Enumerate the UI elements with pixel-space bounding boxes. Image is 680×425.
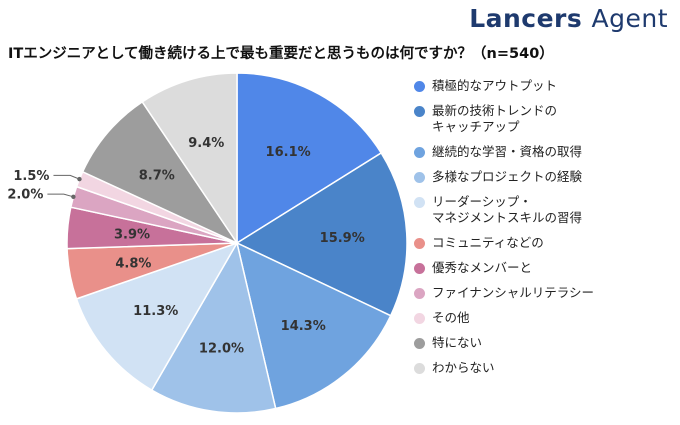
legend-label-6: 優秀なメンバーと (432, 260, 533, 275)
slice-label-7: 2.0% (7, 188, 43, 203)
slice-label-6: 3.9% (114, 228, 150, 243)
legend-item-7: ファイナンシャルリテラシー (414, 285, 676, 301)
pie-slice-4 (75, 241, 239, 392)
slice-label-5: 4.8% (115, 256, 151, 271)
legend-swatch-5 (414, 238, 425, 249)
pie-slice-1 (235, 151, 408, 317)
slice-label-4: 11.3% (133, 304, 178, 319)
legend-item-2: 継続的な学習・資格の取得 (414, 144, 676, 160)
legend-label-5: コミュニティなどの (432, 235, 544, 250)
slice-label-0: 16.1% (266, 145, 311, 160)
legend-swatch-6 (414, 263, 425, 274)
legend-item-1: 最新の技術トレンドの キャッチアップ (414, 103, 676, 135)
legend-swatch-7 (414, 288, 425, 299)
pie-slice-3 (150, 240, 277, 414)
brand-suffix: Agent (591, 4, 668, 33)
legend-swatch-4 (414, 197, 425, 208)
legend-label-9: 特にない (432, 335, 483, 350)
legend-swatch-1 (414, 106, 425, 117)
legend-swatch-10 (414, 363, 425, 374)
leader-dot-7 (71, 194, 76, 200)
legend-item-5: コミュニティなどの (414, 235, 676, 251)
slice-label-1: 15.9% (320, 231, 365, 246)
legend-label-10: わからない (432, 360, 495, 375)
legend-item-6: 優秀なメンバーと (414, 260, 676, 276)
legend-label-0: 積極的なアウトプット (432, 78, 558, 93)
leader-line-8 (53, 174, 80, 180)
pie-slice-10 (141, 72, 238, 246)
slice-label-2: 14.3% (281, 319, 326, 334)
legend-item-0: 積極的なアウトプット (414, 78, 676, 94)
legend-swatch-8 (414, 313, 425, 324)
chart-legend: 積極的なアウトプット最新の技術トレンドの キャッチアップ継続的な学習・資格の取得… (414, 78, 676, 385)
legend-label-7: ファイナンシャルリテラシー (432, 285, 595, 300)
slice-label-3: 12.0% (199, 341, 244, 356)
slice-label-8: 1.5% (13, 169, 49, 184)
pie-slice-9 (81, 100, 240, 245)
pie-slice-0 (236, 72, 383, 245)
slice-label-9: 8.7% (139, 169, 175, 184)
brand-name: Lancers (469, 4, 583, 33)
legend-label-2: 継続的な学習・資格の取得 (432, 144, 583, 159)
slice-label-10: 9.4% (188, 136, 224, 151)
legend-swatch-9 (414, 338, 425, 349)
legend-label-3: 多様なプロジェクトの経験 (432, 169, 583, 184)
legend-label-4: リーダーシップ・ マネジメントスキルの習得 (432, 194, 583, 225)
legend-label-8: その他 (432, 310, 470, 325)
pie-slice-2 (235, 241, 392, 410)
legend-item-4: リーダーシップ・ マネジメントスキルの習得 (414, 194, 676, 226)
legend-swatch-0 (414, 81, 425, 92)
legend-swatch-3 (414, 172, 425, 183)
legend-item-10: わからない (414, 360, 676, 376)
legend-label-1: 最新の技術トレンドの キャッチアップ (432, 103, 558, 134)
legend-item-3: 多様なプロジェクトの経験 (414, 169, 676, 185)
leader-dot-8 (77, 176, 82, 182)
legend-item-8: その他 (414, 310, 676, 326)
leader-line-7 (47, 193, 74, 198)
brand-logo: Lancers Agent (469, 4, 668, 33)
legend-swatch-2 (414, 147, 425, 158)
legend-item-9: 特にない (414, 335, 676, 351)
chart-title: ITエンジニアとして働き続ける上で最も重要だと思うものは何ですか？（n=540） (8, 46, 554, 62)
